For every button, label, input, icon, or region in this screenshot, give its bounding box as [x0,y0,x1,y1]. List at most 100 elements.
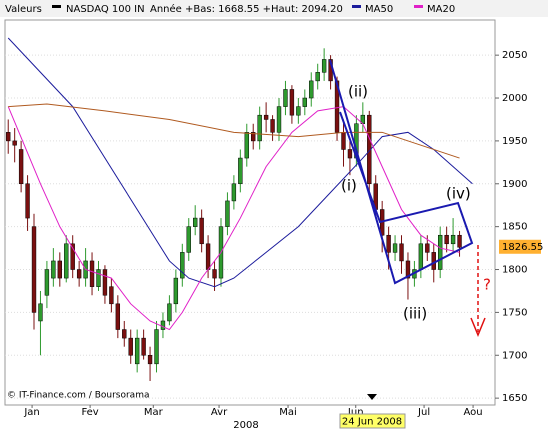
candle-body [25,183,30,219]
header-bar [0,0,548,17]
forecast-arrow [470,245,486,337]
x-tick-label: Mar [144,407,164,418]
source: © IT-Finance.com / Boursorama [7,391,149,401]
annotation: (i) [341,177,357,195]
x-tick-label: Mai [279,407,297,418]
candle-body [134,337,140,365]
legend-swatch [414,5,423,8]
candle-body [38,303,43,322]
candle-body [64,243,69,279]
candle-body [141,337,146,356]
last-value-label: 1826.55 [502,242,543,253]
candle-body [96,269,101,287]
channel-lines [329,59,474,285]
candle-body [315,72,320,82]
candle-body [212,269,217,279]
header-label: Valeurs [5,4,42,15]
candle-body [167,303,172,322]
candle-body [31,226,37,313]
candle-body [276,106,282,133]
candle-body [289,89,295,116]
candle-body [205,243,211,270]
y-tick-label: 1800 [502,265,527,276]
candle-body [57,260,62,279]
candle-body [186,226,191,253]
candle-body [238,157,243,185]
wave-channel [329,59,474,285]
cursor-marker [367,394,377,400]
candle-body [399,243,404,262]
candle-body [70,243,75,270]
candle-body [425,243,430,253]
header-name: NASDAQ 100 IN [66,4,145,15]
candle-body [296,106,301,116]
candle-body [173,277,179,305]
y-tick-label: 1650 [502,393,527,404]
legend-label: MA20 [427,4,455,15]
moving-average [7,37,473,288]
candle-body [386,234,391,253]
candle-body [180,252,185,279]
candle-body [283,89,288,107]
candle-body [341,132,346,150]
legend: MA50 MA20 [352,4,455,15]
last-value-box [499,239,541,254]
candle-body [76,269,82,279]
candle-body [109,286,114,305]
candle-body [102,269,108,296]
year-label: 2008 [233,420,258,431]
candle-body [444,234,449,245]
candle-body [321,59,327,73]
moving-average [8,103,460,159]
candle-body [122,329,127,339]
y-tick-label: 1850 [502,222,527,233]
candle-body [199,217,204,245]
plot: 1650 1700 1750 1800 1850 1900 1950 2000 2050 Jan F… [5,37,527,418]
candle-body [302,97,307,107]
candle-body [405,260,411,279]
candle-body [115,303,121,330]
x-tick-label: Jul [417,407,430,418]
header-range: Année +Bas: 1668.55 +Haut: 2094.20 [150,3,343,15]
cursor-date-box [339,413,406,429]
candle-body [244,132,249,159]
y-tick-label: 1900 [502,179,527,190]
annotation: (iv) [446,185,471,203]
candle-body [128,337,133,356]
candle-body [251,132,256,142]
legend-swatch [52,5,61,8]
candle-body [450,234,456,245]
arrow-head [470,317,486,337]
last-value: 1826.55 [499,239,543,254]
annotation: (iii) [403,305,427,323]
candle-body [392,243,398,253]
annotation: ? [483,276,491,294]
candle-body [12,140,17,146]
cursor-date: 24 Jun 2008 [342,417,402,428]
candle-body [44,269,50,296]
y-tick-label: 1950 [502,136,527,147]
candle-body [193,217,198,227]
legend-label: MA50 [365,4,393,15]
candle-body [154,329,159,365]
y-tick-label: 2050 [502,50,527,61]
candle-body [347,149,353,159]
x-tick-label: Fev [81,407,98,418]
candle-body [225,200,230,227]
x-tick-label: Jan [23,407,39,418]
candle-body [257,114,262,142]
candle-body [89,260,95,287]
candle-body [438,234,443,270]
candle-body [231,183,237,202]
candle-body [18,149,24,185]
candle-body [147,355,153,365]
candle-body [6,132,11,142]
candle-body [457,234,462,248]
candle-body [263,114,269,120]
candle-body [309,80,314,99]
x-tick-label: Jun [347,407,364,418]
annotation: (ii) [348,83,368,101]
plot-frame [4,19,496,406]
x-tick-label: Avr [211,407,228,418]
